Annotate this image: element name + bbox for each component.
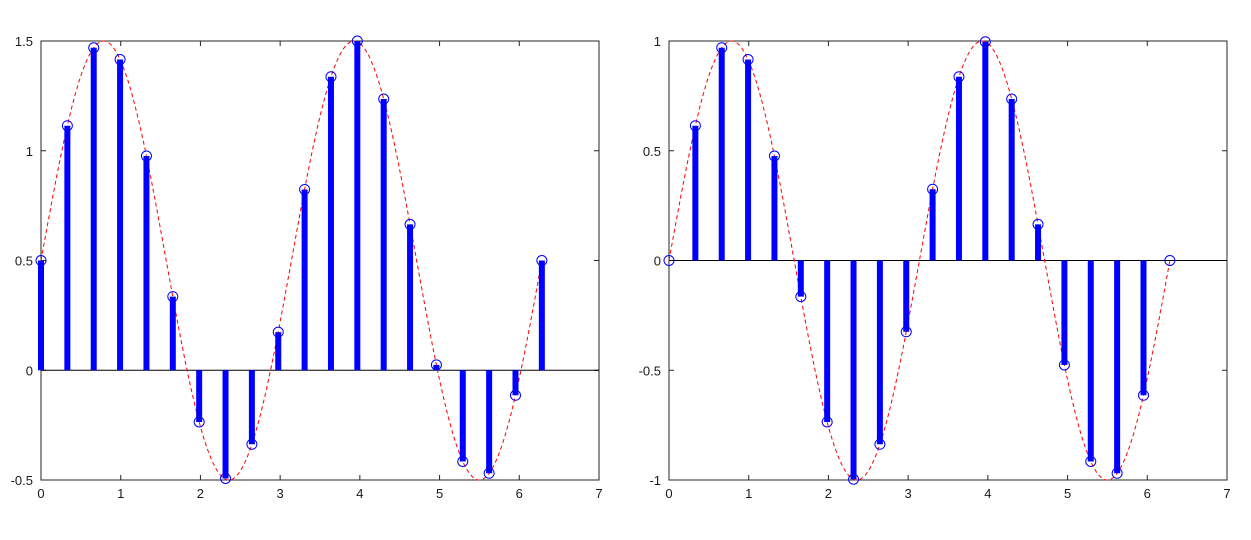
y-tick-label: -0.5 <box>11 473 33 488</box>
x-tick-label: 3 <box>905 486 912 501</box>
dashed-curve-series <box>40 40 543 481</box>
stem-marker <box>483 467 495 479</box>
stem-marker <box>742 54 754 66</box>
x-tick-label: 2 <box>825 486 832 501</box>
stem-marker <box>404 218 416 230</box>
x-tick-label: 3 <box>277 486 284 501</box>
stem-marker <box>1137 389 1149 401</box>
stem-marker <box>953 71 965 83</box>
x-tick-label: 4 <box>984 486 991 501</box>
stem-marker <box>663 255 675 266</box>
x-tick-label: 2 <box>197 486 204 501</box>
left-stem-chart: 0 1 2 3 4 5 6 7 -0.5 0 0.5 1 1.5 <box>11 34 603 501</box>
stem-marker <box>378 93 390 105</box>
x-tick-label: 5 <box>436 486 443 501</box>
x-tick-label: 7 <box>1223 486 1230 501</box>
stem-marker <box>848 473 860 485</box>
x-tick-label: 1 <box>117 486 124 501</box>
x-tick-label: 4 <box>356 486 363 501</box>
stem-marker <box>430 359 442 371</box>
x-tick-label: 7 <box>595 486 602 501</box>
x-tick-label: 1 <box>745 486 752 501</box>
y-tick-label: 0.5 <box>643 144 661 159</box>
right-stem-chart: 0 1 2 3 4 5 6 7 -1 -0.5 0 0.5 1 <box>639 34 1231 501</box>
stem-marker <box>246 438 258 450</box>
x-tick-label: 6 <box>516 486 523 501</box>
stem-marker <box>140 150 152 162</box>
stem-marker <box>509 389 521 401</box>
stem-marker <box>1164 255 1176 266</box>
stem-marker <box>167 291 179 303</box>
stem-marker <box>1058 359 1070 371</box>
stem-marker <box>193 416 205 428</box>
stem-marker <box>689 120 701 132</box>
stem-marker <box>351 35 363 47</box>
x-tick-label: 5 <box>1064 486 1071 501</box>
stem-marker <box>88 42 100 54</box>
stem-marker <box>768 150 780 162</box>
y-tick-label: -1 <box>649 473 661 488</box>
stem-marker <box>536 255 548 266</box>
y-tick-label: 0 <box>26 363 33 378</box>
y-tick-label: 0 <box>654 254 661 269</box>
y-tick-label: -0.5 <box>639 363 661 378</box>
y-tick-label: 0.5 <box>15 254 33 269</box>
stem-marker <box>220 472 232 484</box>
stem-marker <box>61 120 73 132</box>
stem-marker <box>821 416 833 428</box>
stem-marker <box>795 291 807 303</box>
stem-marker <box>272 326 284 338</box>
stem-marker <box>900 326 912 338</box>
stem-marker <box>114 54 126 66</box>
x-tick-label: 0 <box>665 486 672 501</box>
y-tick-label: 1 <box>654 34 661 49</box>
axes-box <box>40 40 600 481</box>
y-tick-label: 1 <box>26 144 33 159</box>
stem-marker <box>457 455 469 467</box>
dashed-curve-series <box>668 40 1171 481</box>
stem-marker <box>927 183 939 195</box>
stem-marker <box>979 36 991 48</box>
x-tick-label: 6 <box>1144 486 1151 501</box>
stem-marker <box>1032 218 1044 230</box>
stem-marker <box>1085 455 1097 467</box>
stem-marker <box>35 255 47 266</box>
stem-marker <box>325 71 337 83</box>
stem-marker <box>1111 467 1123 479</box>
stem-marker <box>874 438 886 450</box>
stem-marker <box>1006 93 1018 105</box>
stem-marker <box>716 42 728 54</box>
x-tick-label: 0 <box>37 486 44 501</box>
stem-marker <box>299 183 311 195</box>
y-tick-label: 1.5 <box>15 34 33 49</box>
